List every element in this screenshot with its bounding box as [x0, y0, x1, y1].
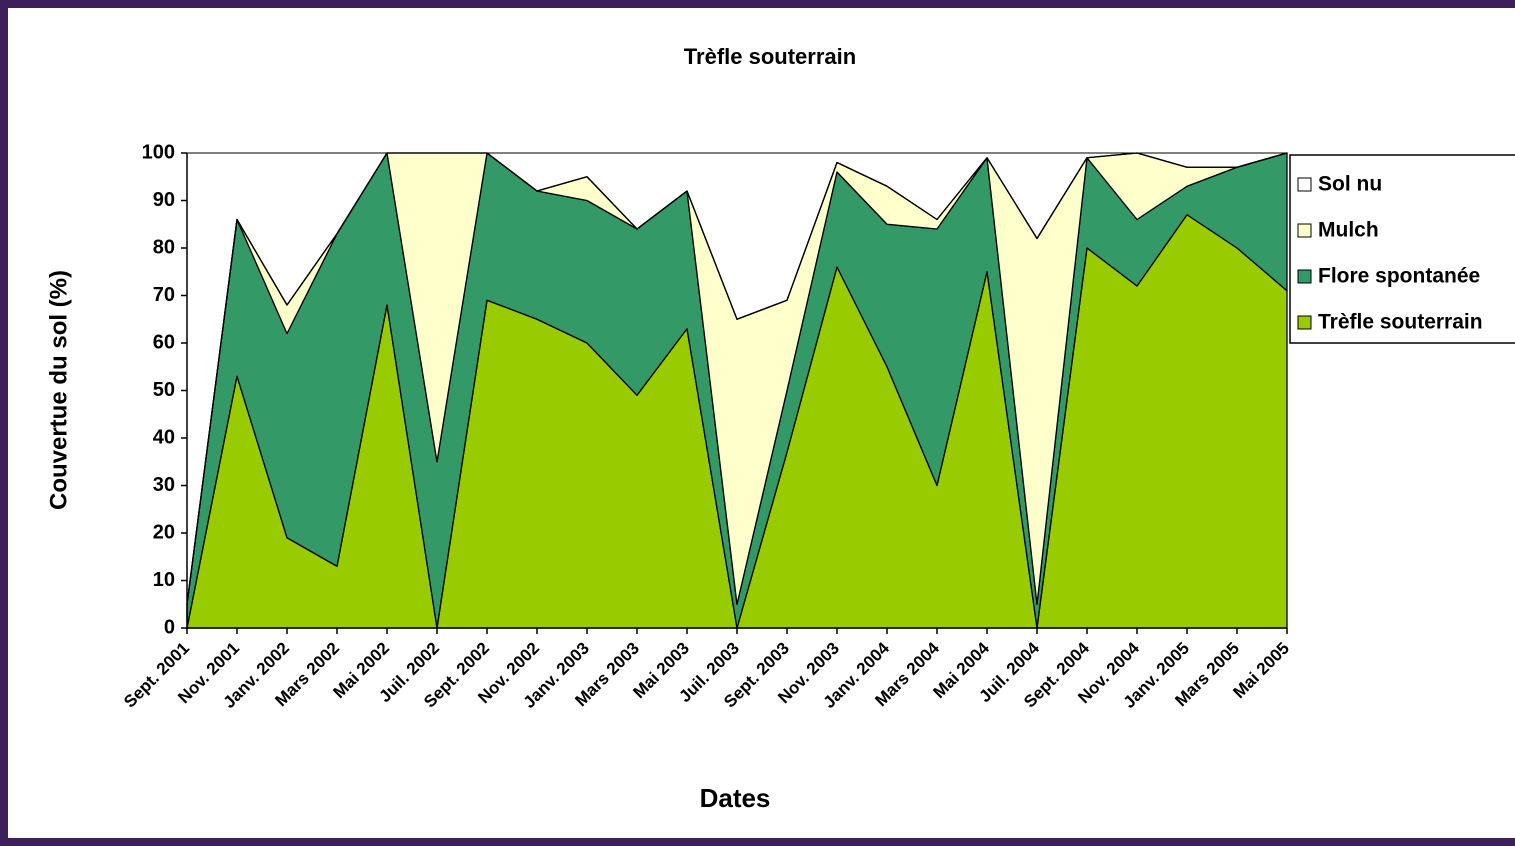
- y-tick-label: 50: [153, 379, 175, 401]
- y-tick-label: 0: [164, 616, 175, 638]
- legend-swatch: [1297, 269, 1312, 284]
- y-tick-label: 60: [153, 331, 175, 353]
- legend-swatch: [1297, 315, 1312, 330]
- y-tick-label: 30: [153, 474, 175, 496]
- y-tick-label: 80: [153, 236, 175, 258]
- y-tick-label: 100: [142, 141, 175, 163]
- x-axis-title: Dates: [700, 783, 771, 813]
- y-tick-label: 40: [153, 426, 175, 448]
- y-axis-title: Couvertue du sol (%): [45, 270, 72, 510]
- legend-box: [1289, 154, 1515, 344]
- y-tick-label: 70: [153, 284, 175, 306]
- legend-label: Sol nu: [1318, 173, 1382, 196]
- chart-title: Trèfle souterrain: [684, 44, 856, 69]
- y-tick-label: 90: [153, 189, 175, 211]
- legend-swatch: [1297, 177, 1312, 192]
- legend-swatch: [1297, 223, 1312, 238]
- legend-label: Trèfle souterrain: [1318, 311, 1483, 334]
- y-tick-label: 10: [153, 569, 175, 591]
- y-tick-label: 20: [153, 521, 175, 543]
- legend-label: Mulch: [1318, 219, 1379, 242]
- legend-label: Flore spontanée: [1318, 265, 1480, 288]
